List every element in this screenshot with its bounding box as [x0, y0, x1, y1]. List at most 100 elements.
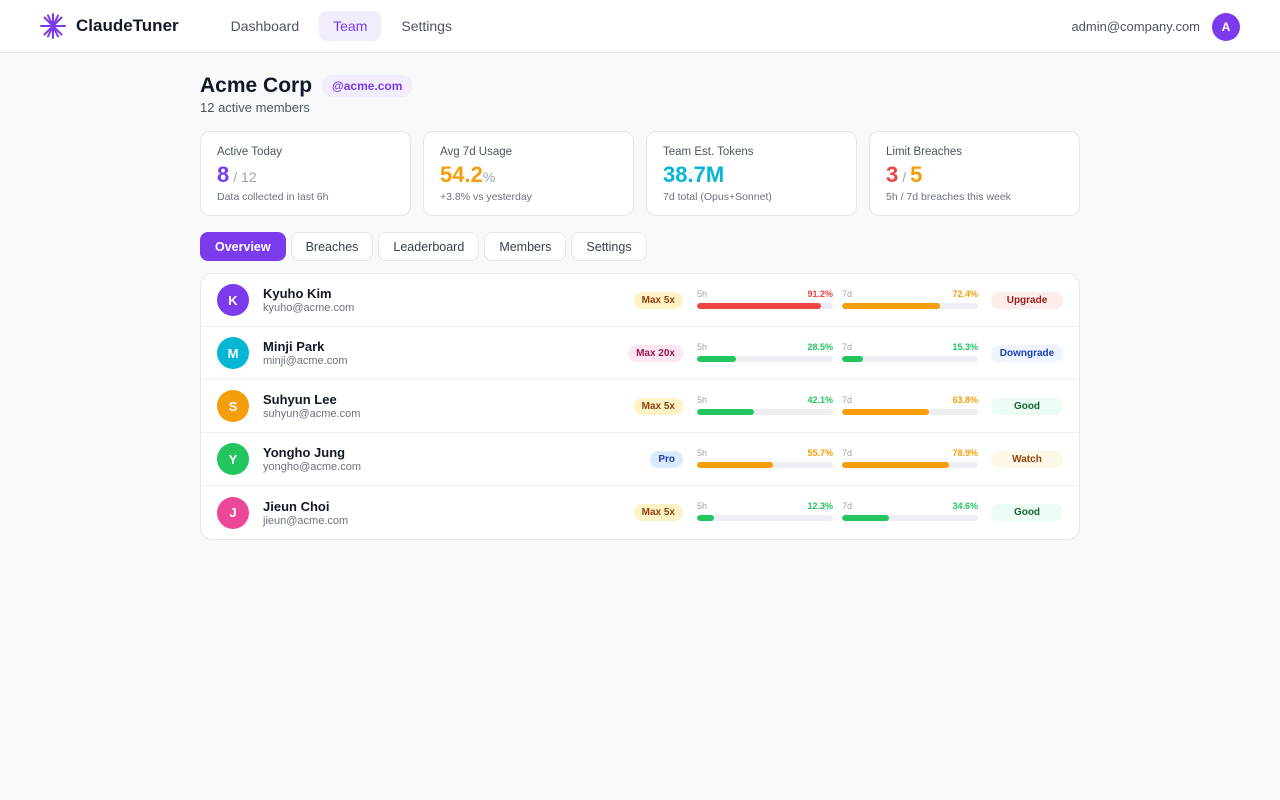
usage-period-label: 7d — [842, 448, 853, 458]
member-name[interactable]: Kyuho Kim — [263, 286, 332, 301]
usage-7d-bar: 7d 34.6% — [842, 501, 978, 521]
stat-note: Data collected in last 6h — [217, 191, 329, 203]
table-row[interactable]: Y Yongho Jung yongho@acme.com Pro 5h 55.7… — [201, 433, 1079, 486]
tab-breaches[interactable]: Breaches — [290, 232, 374, 261]
member-email: suhyun@acme.com — [263, 408, 361, 420]
stat-note: +3.8% vs yesterday — [440, 191, 532, 203]
nav-tab-settings[interactable]: Settings — [401, 18, 452, 34]
usage-value: 12.3% — [807, 501, 833, 511]
usage-fill — [842, 303, 941, 309]
recommendation-badge: Watch — [991, 450, 1063, 468]
starburst-logo-icon — [40, 13, 66, 39]
user-avatar[interactable]: A — [1212, 12, 1240, 41]
usage-value: 15.3% — [952, 342, 978, 352]
usage-value: 72.4% — [952, 289, 978, 299]
stat-card-team-tokens: Team Est. Tokens 38.7M 7d total (Opus+So… — [646, 131, 857, 216]
brand[interactable]: ClaudeTuner — [40, 13, 179, 39]
member-info: Yongho Jung yongho@acme.com — [263, 445, 361, 473]
stat-suffix: / 12 — [233, 169, 257, 185]
stat-card-avg-usage: Avg 7d Usage 54.2 % +3.8% vs yesterday — [423, 131, 634, 216]
usage-5h-bar: 5h 28.5% — [697, 342, 833, 362]
usage-period-label: 5h — [697, 448, 708, 458]
org-name: Acme Corp — [200, 74, 313, 97]
usage-period-label: 7d — [842, 289, 853, 299]
member-email: yongho@acme.com — [263, 461, 361, 473]
usage-value: 55.7% — [807, 448, 833, 458]
usage-5h-bar: 5h 42.1% — [697, 395, 833, 415]
plan-badge: Max 5x — [633, 291, 683, 309]
usage-track — [697, 356, 833, 362]
usage-track — [842, 356, 978, 362]
stat-suffix: % — [482, 169, 496, 185]
stat-label: Team Est. Tokens — [663, 146, 754, 158]
member-avatar: S — [217, 390, 249, 422]
member-info: Jieun Choi jieun@acme.com — [263, 499, 348, 527]
member-email: jieun@acme.com — [263, 514, 349, 527]
usage-fill — [842, 515, 890, 521]
member-name[interactable]: Jieun Choi — [263, 498, 330, 514]
usage-track — [697, 303, 833, 309]
stat-label: Avg 7d Usage — [440, 146, 513, 158]
stat-value-secondary: 5 — [910, 162, 923, 187]
stat-value-row: 54.2 % — [440, 162, 617, 188]
plan-badge: Max 5x — [633, 397, 683, 415]
usage-fill — [842, 462, 950, 468]
member-name[interactable]: Yongho Jung — [263, 445, 346, 460]
stat-value-row: 8 / 12 — [217, 162, 394, 188]
member-info: Minji Park minji@acme.com — [263, 339, 348, 367]
usage-5h-bar: 5h 55.7% — [697, 448, 833, 468]
usage-period-label: 7d — [842, 501, 853, 511]
usage-5h-bar: 5h 12.3% — [697, 501, 833, 521]
usage-period-label: 7d — [842, 342, 853, 352]
member-avatar: K — [217, 284, 249, 316]
member-email: kyuho@acme.com — [263, 302, 355, 314]
stat-value: 3 — [886, 162, 899, 187]
member-usage-table: K Kyuho Kim kyuho@acme.com Max 5x 5h 91.2… — [200, 273, 1080, 540]
tab-members[interactable]: Members — [484, 232, 567, 261]
member-info: Kyuho Kim kyuho@acme.com — [263, 286, 354, 314]
plan-badge: Max 5x — [633, 504, 683, 521]
table-row[interactable]: M Minji Park minji@acme.com Max 20x 5h 28… — [201, 327, 1079, 380]
plan-badge: Max 20x — [628, 344, 683, 362]
user-area: admin@company.com A — [1071, 0, 1240, 53]
usage-7d-bar: 7d 78.9% — [842, 448, 978, 468]
stat-value-row: 38.7M — [663, 162, 840, 188]
usage-track — [842, 409, 978, 415]
recommendation-badge: Good — [991, 504, 1063, 521]
usage-track — [842, 303, 978, 309]
usage-fill — [697, 356, 736, 362]
usage-value: 28.5% — [807, 342, 833, 352]
recommendation-badge: Downgrade — [991, 344, 1063, 362]
table-row[interactable]: K Kyuho Kim kyuho@acme.com Max 5x 5h 91.2… — [201, 274, 1079, 327]
recommendation-badge: Upgrade — [991, 291, 1063, 309]
member-avatar: M — [217, 337, 249, 369]
stat-note: 5h / 7d breaches this week — [886, 191, 1011, 203]
stat-card-limit-breaches: Limit Breaches 3 / 5 5h / 7d breaches th… — [869, 131, 1080, 216]
stats-cards: Active Today 8 / 12 Data collected in la… — [200, 131, 1080, 216]
nav-tab-team[interactable]: Team — [319, 11, 382, 41]
member-name[interactable]: Suhyun Lee — [263, 392, 337, 407]
org-domain-badge: @acme.com — [322, 75, 413, 97]
member-info: Suhyun Lee suhyun@acme.com — [263, 392, 360, 420]
table-row[interactable]: S Suhyun Lee suhyun@acme.com Max 5x 5h 42… — [201, 380, 1079, 433]
app-name: ClaudeTuner — [76, 16, 179, 35]
nav-tab-dashboard[interactable]: Dashboard — [230, 18, 300, 34]
usage-track — [697, 409, 833, 415]
usage-fill — [697, 303, 822, 309]
usage-period-label: 5h — [697, 289, 708, 299]
member-avatar: Y — [217, 443, 249, 475]
stat-separator: / — [902, 169, 907, 185]
usage-value: 42.1% — [807, 395, 833, 405]
usage-value: 63.8% — [952, 395, 978, 405]
main-nav: Dashboard Team Settings — [217, 11, 466, 41]
stat-value: 8 — [217, 162, 230, 187]
member-name[interactable]: Minji Park — [263, 339, 325, 354]
tab-settings[interactable]: Settings — [571, 232, 647, 261]
section-tabs: Overview Breaches Leaderboard Members Se… — [200, 232, 1080, 261]
usage-value: 78.9% — [952, 448, 978, 458]
stat-card-active-today: Active Today 8 / 12 Data collected in la… — [200, 131, 411, 216]
tab-leaderboard[interactable]: Leaderboard — [378, 232, 480, 261]
usage-fill — [842, 409, 929, 415]
tab-overview[interactable]: Overview — [200, 232, 286, 261]
table-row[interactable]: J Jieun Choi jieun@acme.com Max 5x 5h 12.… — [201, 486, 1079, 539]
